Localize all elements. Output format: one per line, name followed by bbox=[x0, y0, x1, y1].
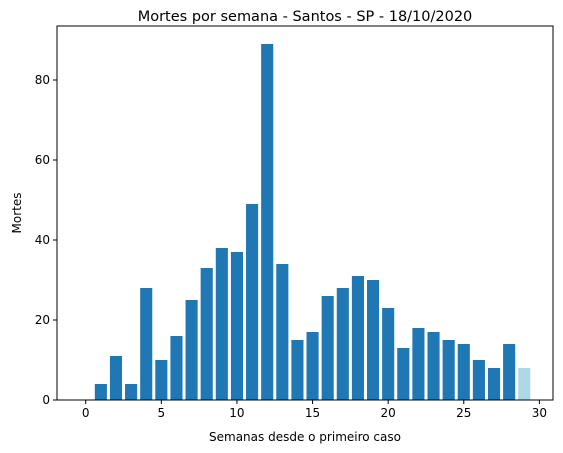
bar-week-16 bbox=[321, 296, 334, 400]
bar-week-1 bbox=[94, 384, 107, 400]
bar-week-25 bbox=[457, 344, 470, 400]
x-tick-label: 10 bbox=[229, 406, 244, 420]
bar-week-11 bbox=[246, 204, 259, 400]
bar-week-13 bbox=[276, 264, 289, 400]
x-axis-ticks: 0 5 10 15 20 25 30 bbox=[82, 400, 547, 420]
bars-group bbox=[94, 44, 531, 400]
bar-week-21 bbox=[397, 348, 410, 400]
bar-week-27 bbox=[487, 368, 501, 400]
bar-week-5 bbox=[155, 360, 168, 400]
bar-week-6 bbox=[170, 336, 183, 400]
bar-week-28 bbox=[503, 344, 516, 400]
y-axis-ticks: 0 20 40 60 80 bbox=[35, 73, 57, 407]
bar-week-18 bbox=[351, 276, 364, 400]
bar-week-24 bbox=[442, 340, 455, 400]
chart-title: Mortes por semana - Santos - SP - 18/10/… bbox=[138, 9, 473, 25]
bar-week-20 bbox=[382, 308, 395, 400]
x-tick-label: 20 bbox=[381, 406, 396, 420]
y-tick-label: 20 bbox=[35, 313, 50, 327]
x-tick-label: 25 bbox=[456, 406, 471, 420]
bar-week-23 bbox=[427, 332, 440, 400]
bar-week-8 bbox=[200, 268, 213, 400]
bar-week-29 bbox=[518, 368, 531, 400]
bar-week-12 bbox=[261, 44, 274, 400]
plot-frame bbox=[56, 25, 554, 401]
y-tick-label: 40 bbox=[35, 233, 50, 247]
bar-week-14 bbox=[291, 340, 304, 400]
bar-week-10 bbox=[230, 252, 243, 400]
y-tick-label: 0 bbox=[42, 393, 50, 407]
y-axis-label: Mortes bbox=[10, 193, 24, 234]
x-axis-label: Semanas desde o primeiro caso bbox=[209, 430, 401, 444]
bar-week-4 bbox=[140, 288, 153, 400]
bar-week-3 bbox=[125, 384, 138, 400]
y-tick-label: 60 bbox=[35, 153, 50, 167]
y-tick-label: 80 bbox=[35, 73, 50, 87]
bar-week-9 bbox=[215, 248, 228, 400]
bar-week-22 bbox=[412, 328, 425, 400]
bar-week-19 bbox=[367, 280, 380, 400]
bar-week-26 bbox=[472, 360, 485, 400]
x-tick-label: 5 bbox=[158, 406, 166, 420]
x-tick-label: 30 bbox=[532, 406, 547, 420]
bar-week-7 bbox=[185, 300, 198, 400]
bar-week-2 bbox=[109, 356, 123, 400]
bar-week-17 bbox=[336, 288, 349, 400]
x-tick-label: 15 bbox=[305, 406, 320, 420]
x-tick-label: 0 bbox=[82, 406, 90, 420]
bar-week-15 bbox=[306, 332, 319, 400]
